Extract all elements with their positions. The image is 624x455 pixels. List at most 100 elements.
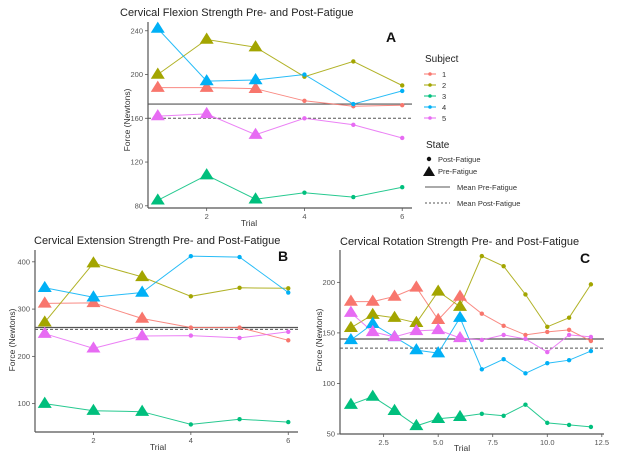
post-fatigue-point-subject-2 xyxy=(479,253,485,259)
post-fatigue-point-subject-2 xyxy=(400,83,405,88)
legend-mean-pre: Mean Pre-Fatigue xyxy=(425,183,517,192)
post-fatigue-point-subject-2 xyxy=(523,292,528,297)
x-axis-label: Trial xyxy=(241,218,257,228)
pre-fatigue-point-subject-3 xyxy=(199,168,214,180)
legend-mean-pre-label: Mean Pre-Fatigue xyxy=(457,183,517,192)
pre-fatigue-point-subject-5 xyxy=(37,326,52,338)
series-line-subject-4 xyxy=(350,316,592,374)
post-fatigue-point-subject-5 xyxy=(588,334,594,340)
y-tick-label: 200 xyxy=(17,352,30,361)
pre-fatigue-triangle-icon xyxy=(423,166,435,176)
y-tick-label: 200 xyxy=(322,278,335,287)
legend-subject-label: 1 xyxy=(442,70,446,79)
legend-subject-2: 2 xyxy=(424,81,446,90)
pre-fatigue-point-subject-4 xyxy=(135,285,150,297)
post-fatigue-point-subject-3 xyxy=(237,417,242,422)
pre-fatigue-point-subject-1 xyxy=(86,295,101,308)
pre-fatigue-point-subject-1 xyxy=(431,312,446,324)
chart-title: Cervical Rotation Strength Pre- and Post… xyxy=(340,236,579,248)
post-fatigue-point-subject-2 xyxy=(351,59,356,64)
chart-title: Cervical Flexion Strength Pre- and Post-… xyxy=(120,7,354,19)
series-line-subject-2 xyxy=(350,255,592,329)
post-fatigue-point-subject-1 xyxy=(302,98,307,103)
post-fatigue-point-subject-1 xyxy=(545,329,550,335)
series-line-subject-3 xyxy=(157,174,403,201)
post-fatigue-point-subject-3 xyxy=(479,411,485,416)
x-tick-label: 4 xyxy=(189,436,193,445)
pre-fatigue-point-subject-3 xyxy=(343,397,358,409)
plot-area: 80 120 160 200 240 2 4 6 xyxy=(130,21,412,221)
post-fatigue-point-subject-5 xyxy=(545,349,550,355)
post-fatigue-point-subject-5 xyxy=(566,332,572,338)
legend-subject-entries: 1 2 3 4 5 xyxy=(424,70,446,123)
pre-fatigue-point-subject-1 xyxy=(199,80,214,92)
pre-fatigue-point-subject-3 xyxy=(37,396,52,408)
y-tick-label: 400 xyxy=(17,257,30,266)
pre-fatigue-point-subject-5 xyxy=(248,127,263,139)
legend-state-pre: Pre-Fatigue xyxy=(423,166,477,176)
pre-fatigue-point-subject-5 xyxy=(135,329,150,341)
post-fatigue-point-subject-2 xyxy=(545,324,550,330)
series-line-subject-3 xyxy=(350,396,591,428)
y-tick-label: 100 xyxy=(322,379,335,388)
series-line-subject-5 xyxy=(44,331,289,349)
pre-fatigue-point-subject-1 xyxy=(387,289,402,301)
pre-fatigue-point-subject-2 xyxy=(150,67,165,79)
post-fatigue-point-subject-5 xyxy=(351,122,356,128)
pre-fatigue-point-subject-3 xyxy=(86,403,101,415)
x-tick-label: 2 xyxy=(91,436,95,445)
pre-fatigue-point-subject-3 xyxy=(135,404,150,416)
post-fatigue-point-subject-3 xyxy=(400,185,405,190)
post-fatigue-point-subject-5 xyxy=(188,333,194,338)
plot-area: 100 200 300 400 2 4 6 xyxy=(17,250,298,445)
pre-fatigue-point-subject-5 xyxy=(150,109,165,121)
pre-fatigue-point-subject-2 xyxy=(37,315,52,327)
post-fatigue-point-subject-5 xyxy=(237,335,242,341)
pre-fatigue-point-subject-5 xyxy=(453,330,467,343)
panel-c-rotation-chart: Cervical Rotation Strength Pre- and Post… xyxy=(314,236,609,453)
pre-fatigue-point-subject-2 xyxy=(431,284,446,296)
y-tick-label: 50 xyxy=(327,430,335,439)
post-fatigue-point-subject-3 xyxy=(588,424,594,430)
y-axis-label: Force (Newtons) xyxy=(7,308,17,371)
post-fatigue-point-subject-1 xyxy=(400,102,405,108)
pre-fatigue-point-subject-2 xyxy=(248,40,263,52)
y-axis-label: Force (Newtons) xyxy=(122,88,132,151)
series-line-subject-1 xyxy=(44,302,289,341)
series-line-subject-3 xyxy=(44,403,289,425)
legend-dot-icon xyxy=(428,72,432,76)
panel-letter: B xyxy=(278,248,288,264)
post-fatigue-point-subject-4 xyxy=(237,254,242,260)
legend-subject-4: 4 xyxy=(424,103,446,112)
panel-letter: C xyxy=(580,250,590,266)
post-fatigue-point-subject-1 xyxy=(501,323,506,329)
y-tick-label: 160 xyxy=(130,114,143,123)
chart-title: Cervical Extension Strength Pre- and Pos… xyxy=(34,235,280,247)
post-fatigue-point-subject-2 xyxy=(286,286,291,291)
x-axis-label: Trial xyxy=(150,442,166,452)
post-fatigue-point-subject-5 xyxy=(479,337,485,343)
legend-mean-post: Mean Post-Fatigue xyxy=(425,199,520,208)
pre-fatigue-point-subject-5 xyxy=(199,106,214,119)
series-line-subject-1 xyxy=(157,87,403,107)
y-tick-label: 100 xyxy=(17,399,30,408)
series-line-subject-2 xyxy=(157,38,403,86)
pre-fatigue-point-subject-2 xyxy=(135,269,150,282)
post-fatigue-point-subject-2 xyxy=(588,282,594,287)
legend-subject-title: Subject xyxy=(425,54,459,65)
pre-fatigue-point-subject-3 xyxy=(453,409,467,422)
pre-fatigue-point-subject-4 xyxy=(365,316,380,329)
pre-fatigue-point-subject-3 xyxy=(248,192,263,204)
legend-state-post-label: Post-Fatigue xyxy=(438,155,481,164)
pre-fatigue-point-subject-5 xyxy=(409,323,424,336)
post-fatigue-point-subject-3 xyxy=(545,420,550,426)
post-fatigue-point-subject-4 xyxy=(523,371,528,376)
pre-fatigue-point-subject-3 xyxy=(409,418,424,431)
post-fatigue-point-subject-1 xyxy=(286,338,291,343)
legend-subject-label: 2 xyxy=(442,81,446,90)
series-line-subject-1 xyxy=(350,286,592,342)
legend-subject-1: 1 xyxy=(424,70,446,79)
post-fatigue-point-subject-4 xyxy=(588,348,594,354)
post-fatigue-point-subject-4 xyxy=(188,253,194,259)
x-tick-label: 5.0 xyxy=(433,438,443,447)
